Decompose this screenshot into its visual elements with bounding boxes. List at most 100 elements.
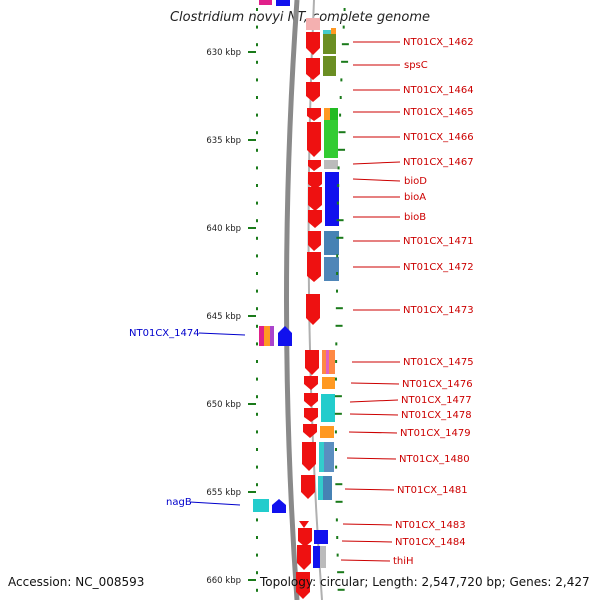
label-NT01CX_1467[interactable]: NT01CX_1467 (403, 157, 474, 168)
gene-arrow-NT01CX_1474[interactable] (278, 326, 292, 346)
block-orange-1479 (320, 426, 334, 438)
label-spsC[interactable]: spsC (404, 60, 428, 71)
label-NT01CX_1466[interactable]: NT01CX_1466 (403, 132, 474, 143)
tick-label: 635 kbp (206, 136, 241, 146)
right-tick (335, 307, 343, 310)
leader-NT01CX_1479 (348, 431, 398, 434)
gene-arrow-NT01CX_1480[interactable] (302, 442, 316, 471)
reverse-labels: NT01CX_1474 nagB (129, 328, 246, 508)
block-green-1466 (324, 120, 338, 158)
minor-tick (256, 78, 258, 82)
label-NT01CX_1484[interactable]: NT01CX_1484 (395, 537, 466, 548)
gene-arrow-NT01CX_1476[interactable] (304, 376, 318, 390)
block-cyan-1477 (321, 394, 335, 422)
right-ticks (334, 8, 349, 591)
forward-strand-genes (296, 32, 322, 599)
label-NT01CX_1480[interactable]: NT01CX_1480 (399, 454, 470, 465)
right-tick (334, 395, 342, 398)
right-tick (336, 553, 339, 557)
right-tick (336, 219, 344, 222)
label-bioD[interactable]: bioD (404, 176, 427, 187)
minor-tick (256, 148, 258, 152)
gene-arrow-NT01CX_1462[interactable] (306, 32, 320, 55)
gene-arrow-bioB[interactable] (308, 210, 322, 228)
label-NT01CX_1477[interactable]: NT01CX_1477 (401, 395, 472, 406)
minor-tick (256, 236, 258, 240)
gene-arrow-NT01CX_1465[interactable] (307, 108, 321, 121)
right-tick (337, 166, 340, 170)
leader-NT01CX_1474 (198, 332, 246, 336)
right-tick (343, 8, 346, 11)
top-feature-light (306, 18, 320, 30)
block-blue-1483 (314, 530, 328, 544)
minor-tick (256, 360, 258, 363)
gene-arrow-NT01CX_1466[interactable] (307, 122, 321, 157)
gene-arrow-NT01CX_1479[interactable] (303, 424, 317, 438)
leader-nagB (189, 501, 241, 506)
minor-tick (256, 254, 258, 258)
block-orange-1465 (324, 108, 331, 120)
gene-arrow-NT01CX_1471[interactable] (308, 231, 321, 251)
minor-tick (256, 518, 258, 522)
block-green-1465 (330, 108, 338, 120)
gene-arrow-NT01CX_1472[interactable] (307, 252, 321, 282)
label-NT01CX_1473[interactable]: NT01CX_1473 (403, 305, 474, 316)
leader-NT01CX_1478 (349, 413, 399, 416)
right-tick (335, 483, 343, 486)
label-NT01CX_1479[interactable]: NT01CX_1479 (400, 428, 471, 439)
gene-arrow-NT01CX_1473[interactable] (306, 294, 320, 325)
label-NT01CX_1465[interactable]: NT01CX_1465 (403, 107, 474, 118)
leader-NT01CX_1476 (350, 382, 400, 385)
gene-arrow-NT01CX_1475[interactable] (305, 350, 319, 375)
gene-arrow-bioD[interactable] (308, 172, 322, 190)
block-steel-1472 (324, 257, 339, 281)
label-NT01CX_1462[interactable]: NT01CX_1462 (403, 37, 474, 48)
right-tick (338, 148, 346, 151)
label-bioB[interactable]: bioB (404, 212, 426, 223)
gene-arrow-NT01CX_1464[interactable] (306, 82, 320, 102)
block-cyan-top (323, 30, 335, 34)
gene-arrow-bioA[interactable] (308, 187, 322, 211)
gene-arrow-NT01CX_1467[interactable] (308, 160, 321, 171)
gene-arrow-NT01CX_1481[interactable] (301, 475, 315, 499)
gene-arrow-NT01CX_1477[interactable] (304, 393, 318, 407)
minor-tick (256, 113, 258, 117)
right-tick (335, 342, 338, 346)
label-NT01CX_1474[interactable]: NT01CX_1474 (129, 328, 200, 339)
label-thiH[interactable]: thiH (393, 556, 414, 567)
label-NT01CX_1481[interactable]: NT01CX_1481 (397, 485, 468, 496)
minor-tick (256, 536, 258, 539)
gene-arrow-spsC[interactable] (306, 58, 320, 80)
label-NT01CX_1476[interactable]: NT01CX_1476 (402, 379, 473, 390)
label-NT01CX_1475[interactable]: NT01CX_1475 (403, 357, 474, 368)
minor-tick (256, 43, 258, 47)
block-cyan-1481 (318, 476, 323, 500)
label-NT01CX_1483[interactable]: NT01CX_1483 (395, 520, 466, 531)
right-tick (336, 201, 339, 205)
tick-label: 660 kbp (206, 576, 241, 586)
right-tick (342, 25, 345, 29)
small-arrow-marker (299, 521, 309, 528)
minor-tick (256, 412, 258, 416)
gene-arrow-nagB[interactable] (272, 499, 286, 513)
block-steel-1471 (324, 231, 339, 255)
minor-tick (256, 60, 258, 64)
block-olive-2 (323, 56, 336, 76)
gene-arrow-NT01CX_1483[interactable] (298, 528, 312, 547)
label-NT01CX_1478[interactable]: NT01CX_1478 (401, 410, 472, 421)
gene-arrow-thiH[interactable] (296, 572, 310, 599)
right-tick (336, 236, 344, 239)
label-nagB[interactable]: nagB (166, 497, 192, 508)
block-olive-1 (323, 34, 336, 54)
label-NT01CX_1464[interactable]: NT01CX_1464 (403, 85, 474, 96)
right-tick (335, 465, 338, 469)
label-NT01CX_1472[interactable]: NT01CX_1472 (403, 262, 474, 273)
leader-NT01CX_1481 (344, 488, 395, 491)
label-bioA[interactable]: bioA (404, 192, 426, 203)
feature-blocks (313, 28, 339, 568)
gene-arrow-NT01CX_1484[interactable] (297, 545, 311, 570)
right-tick (339, 96, 342, 99)
gene-arrow-NT01CX_1478[interactable] (304, 408, 318, 422)
label-NT01CX_1471[interactable]: NT01CX_1471 (403, 236, 474, 247)
